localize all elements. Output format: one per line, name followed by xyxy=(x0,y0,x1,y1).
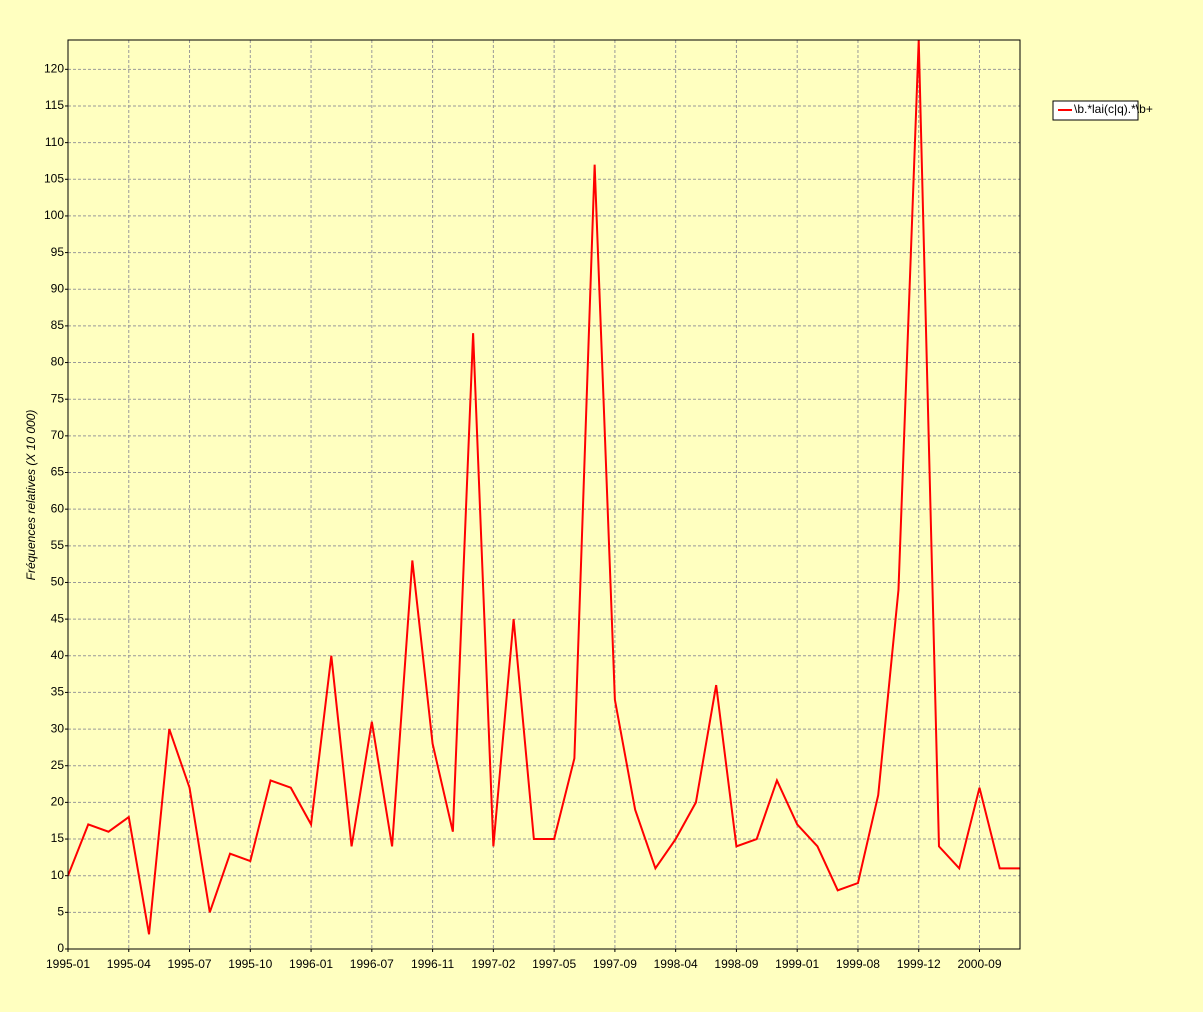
y-tick-label: 60 xyxy=(51,501,65,515)
x-tick-label: 1999-08 xyxy=(836,957,880,971)
y-tick-label: 95 xyxy=(51,245,65,259)
plot-border xyxy=(67,39,1021,950)
x-tick-label: 1995-10 xyxy=(228,957,272,971)
y-tick-label: 120 xyxy=(44,61,64,75)
y-tick-label: 30 xyxy=(51,721,65,735)
y-tick-label: 100 xyxy=(44,208,64,222)
y-tick-label: 110 xyxy=(45,135,64,149)
y-tick-label: 40 xyxy=(51,648,65,662)
x-tick-label: 1995-01 xyxy=(46,957,90,971)
y-tick-label: 65 xyxy=(51,465,65,479)
x-tick-label: 1995-04 xyxy=(107,957,151,971)
x-tick-label: 1997-09 xyxy=(593,957,637,971)
x-tick-label: 1998-04 xyxy=(654,957,698,971)
y-tick-label: 25 xyxy=(51,758,65,772)
y-tick-label: 35 xyxy=(51,685,65,699)
legend xyxy=(1052,100,1139,121)
y-tick-label: 0 xyxy=(57,941,64,955)
y-tick-label: 115 xyxy=(45,98,64,112)
y-tick-label: 10 xyxy=(51,868,65,882)
x-tick-label: 1999-12 xyxy=(897,957,941,971)
y-tick-label: 20 xyxy=(51,795,65,809)
x-tick-label: 1996-07 xyxy=(350,957,394,971)
lines xyxy=(68,40,1020,935)
x-tick-label: 1996-11 xyxy=(411,957,454,971)
y-tick-label: 70 xyxy=(51,428,65,442)
x-tick-label: 2000-09 xyxy=(957,957,1001,971)
x-tick-label: 1997-02 xyxy=(471,957,515,971)
x-tick-label: 1998-09 xyxy=(714,957,758,971)
y-tick-label: 105 xyxy=(44,171,64,185)
x-tick-label: 1996-01 xyxy=(289,957,333,971)
y-tick-label: 55 xyxy=(51,538,65,552)
plot-area xyxy=(68,40,1020,949)
x-tick-label: 1997-05 xyxy=(532,957,576,971)
y-tick-label: 80 xyxy=(51,355,65,369)
y-axis-label: Fréquences relatives (X 10 000) xyxy=(24,410,38,581)
line xyxy=(68,40,1020,935)
x-tick-label: 1995-07 xyxy=(168,957,212,971)
y-tick-label: 75 xyxy=(51,391,65,405)
x-tick-label: 1999-01 xyxy=(775,957,819,971)
y-tick-label: 90 xyxy=(51,281,65,295)
grid xyxy=(68,40,1020,950)
y-tick-label: 45 xyxy=(51,611,65,625)
y-tick-label: 5 xyxy=(57,905,64,919)
y-tick-label: 85 xyxy=(51,318,65,332)
legend-label: \b.*lai(c|q).*\b+ xyxy=(1074,102,1153,116)
y-tick-label: 50 xyxy=(51,575,65,589)
y-tick-label: 15 xyxy=(51,831,65,845)
